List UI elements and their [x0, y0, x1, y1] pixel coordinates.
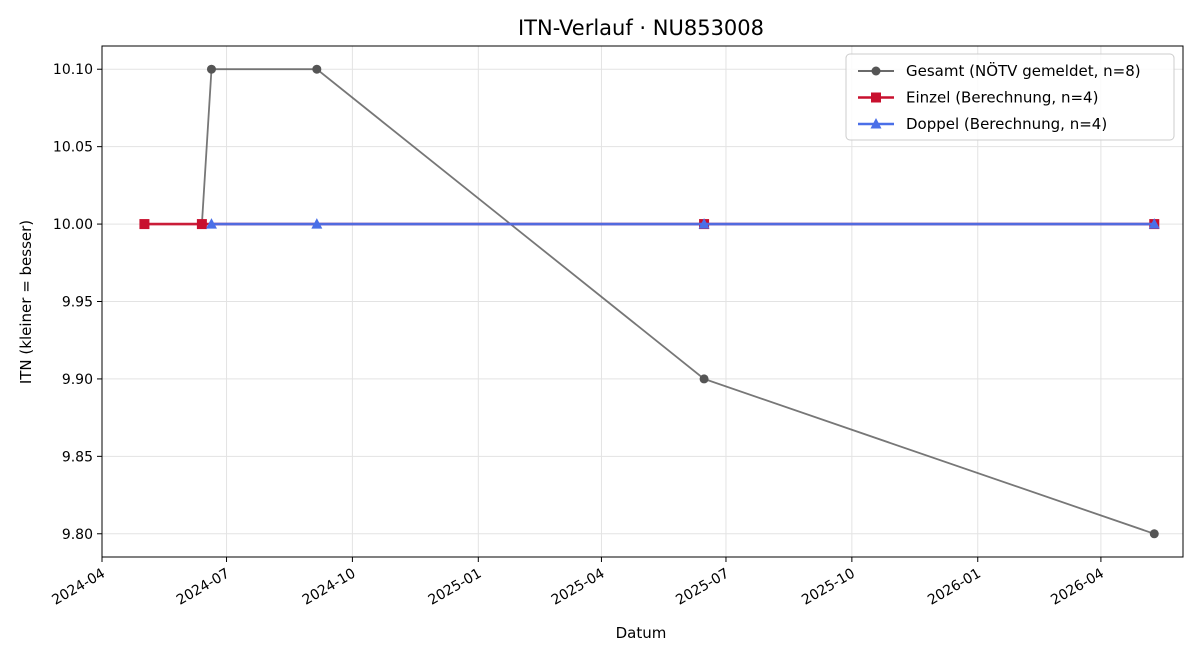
data-point — [1149, 529, 1159, 539]
x-tick-label: 2025-04 — [549, 565, 608, 608]
legend-label: Doppel (Berechnung, n=4) — [906, 115, 1107, 133]
data-point — [206, 64, 216, 74]
data-point — [139, 219, 150, 230]
data-point — [1148, 218, 1160, 229]
y-axis-ticks: 9.80 9.85 9.90 9.95 10.00 10.05 10.10 — [53, 62, 102, 543]
y-tick-label: 9.95 — [62, 295, 93, 311]
series-layer — [139, 64, 1160, 539]
legend-swatch-marker — [871, 66, 881, 76]
x-tick-label: 2024-04 — [49, 565, 108, 608]
legend-label: Einzel (Berechnung, n=4) — [906, 89, 1098, 107]
y-tick-label: 10.00 — [53, 217, 93, 233]
chart-title: ITN-Verlauf · NU853008 — [518, 16, 764, 40]
data-point — [698, 218, 710, 229]
legend-item: Gesamt (NÖTV gemeldet, n=8) — [858, 61, 1141, 80]
series-doppel — [205, 218, 1160, 229]
x-tick-label: 2024-07 — [174, 566, 233, 609]
x-tick-label: 2025-01 — [426, 566, 485, 609]
x-tick-label: 2026-04 — [1048, 565, 1107, 608]
data-point — [311, 218, 323, 229]
legend: Gesamt (NÖTV gemeldet, n=8) Einzel (Berec… — [845, 53, 1175, 141]
x-tick-label: 2024-10 — [300, 566, 359, 609]
x-axis-label: Datum — [616, 624, 667, 642]
x-tick-label: 2026-01 — [925, 566, 984, 609]
data-point — [205, 218, 217, 229]
legend-label: Gesamt (NÖTV gemeldet, n=8) — [906, 61, 1141, 80]
legend-item: Doppel (Berechnung, n=4) — [858, 115, 1107, 133]
legend-box — [845, 53, 1175, 141]
y-tick-label: 10.05 — [53, 140, 93, 156]
data-point — [312, 64, 322, 74]
y-tick-label: 10.10 — [53, 62, 93, 78]
x-tick-label: 2025-10 — [799, 566, 858, 609]
y-tick-label: 9.85 — [62, 449, 93, 465]
x-tick-label: 2025-07 — [673, 566, 732, 609]
x-axis-ticks: 2024-04 2024-07 2024-10 2025-01 2025-04 2025-… — [49, 557, 1107, 609]
legend-item: Einzel (Berechnung, n=4) — [858, 89, 1098, 107]
data-point — [196, 219, 207, 230]
data-point — [699, 374, 709, 384]
y-tick-label: 9.80 — [62, 527, 93, 543]
legend-swatch-marker — [871, 92, 881, 103]
y-tick-label: 9.90 — [62, 372, 93, 388]
y-axis-label: ITN (kleiner = besser) — [17, 220, 35, 384]
legend-swatch-marker — [870, 118, 882, 129]
